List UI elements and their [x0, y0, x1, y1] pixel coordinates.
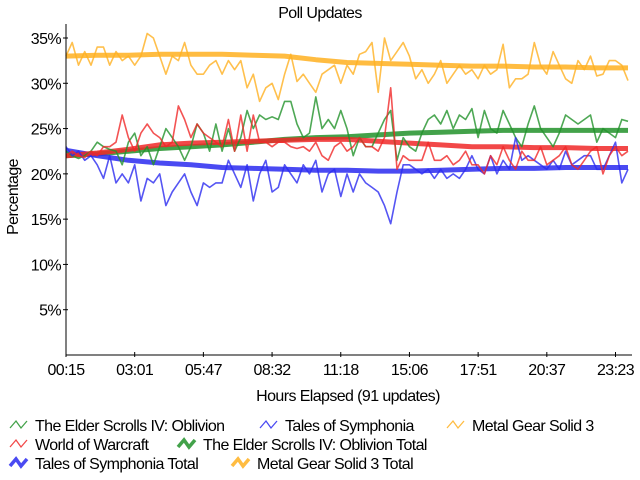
y-axis-label: Percentage: [5, 158, 22, 235]
series-line-world-of-warcraft-total: [65, 136, 628, 159]
legend-label: The Elder Scrolls IV: Oblivion Total: [203, 437, 427, 454]
legend-item: Metal Gear Solid 3: [446, 418, 595, 435]
y-tick-label: 15%: [31, 212, 62, 229]
legend-swatch-icon: [230, 456, 251, 469]
x-tick-label: 00:15: [47, 362, 85, 379]
legend-label: World of Warcraft: [35, 437, 150, 454]
series-line-metal-gear-solid-3: [65, 32, 629, 103]
legend-item: Tales of Symphonia Total: [8, 456, 199, 473]
x-tick-label: 11:18: [323, 362, 360, 379]
legend-item: The Elder Scrolls IV: Oblivion Total: [176, 437, 427, 454]
y-tick-label: 10%: [31, 257, 62, 274]
legend: The Elder Scrolls IV: Oblivion Tales of S…: [8, 418, 595, 473]
legend-label: Metal Gear Solid 3: [472, 418, 594, 435]
legend-swatch-icon: [8, 456, 29, 469]
legend-label: Metal Gear Solid 3 Total: [257, 456, 413, 473]
legend-label: Tales of Symphonia Total: [35, 456, 198, 473]
y-tick-label: 35%: [31, 31, 62, 48]
legend-item: World of Warcraft: [9, 437, 150, 454]
legend-label: Tales of Symphonia: [285, 418, 415, 435]
legend-swatch-icon: [176, 437, 197, 450]
x-tick-label: 15:06: [391, 362, 429, 379]
x-tick-label: 17:51: [460, 362, 498, 379]
y-tick-label: 30%: [31, 76, 62, 93]
y-tick-label: 20%: [31, 167, 62, 184]
legend-item: Tales of Symphonia: [259, 418, 415, 435]
x-tick-label: 23:23: [597, 362, 635, 379]
x-tick-label: 08:32: [254, 362, 292, 379]
x-tick-label: 20:37: [528, 362, 566, 379]
legend-swatch-icon: [9, 438, 28, 449]
x-tick-label: 03:01: [116, 362, 154, 379]
x-axis-label: Hours Elapsed (91 updates): [256, 388, 440, 405]
legend-item: The Elder Scrolls IV: Oblivion: [9, 418, 225, 435]
y-tick-label: 25%: [31, 122, 62, 139]
x-tick-label: 05:47: [185, 362, 223, 379]
series-line-tales-of-symphonia-total: [65, 147, 628, 174]
series-line-the-elder-scrolls-iv-oblivion: [65, 96, 629, 166]
axes: 5% 10% 15% 20% 25% 30% 35% 00:15 03:01 05:47 08:32…: [31, 24, 635, 379]
y-tick-label: 5%: [39, 303, 61, 320]
chart-title: Poll Updates: [278, 5, 362, 22]
series-line-world-of-warcraft: [65, 87, 629, 175]
legend-item: Metal Gear Solid 3 Total: [230, 456, 414, 473]
legend-swatch-icon: [259, 419, 278, 430]
legend-label: The Elder Scrolls IV: Oblivion: [35, 418, 225, 435]
legend-swatch-icon: [446, 419, 465, 430]
legend-swatch-icon: [9, 419, 28, 430]
series-layer: [65, 32, 629, 225]
